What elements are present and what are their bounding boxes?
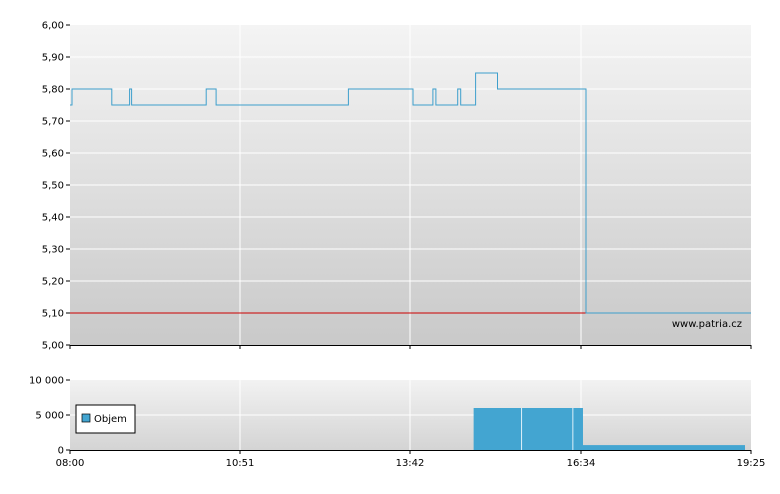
volume-y-axis: 10 000 5 000 0: [29, 376, 70, 457]
x-tick-label: 13:42: [396, 458, 425, 469]
volume-bars: [473, 408, 745, 450]
volume-y-tick-label: 0: [58, 446, 64, 457]
price-y-axis: 6,00 5,90 5,80 5,70 5,60 5,50 5,40 5,30 5,20 5,10…: [42, 21, 70, 352]
legend-box: [75, 404, 136, 434]
x-tick-label: 08:00: [56, 458, 85, 469]
legend-swatch: [81, 413, 91, 423]
x-tick-label: 10:51: [226, 458, 255, 469]
x-axis: 08:00 10:51 13:42 16:34 19:25: [56, 450, 766, 469]
price-y-tick-label: 5,20: [42, 277, 64, 288]
price-y-tick-label: 5,10: [42, 309, 64, 320]
legend-label: Objem: [94, 414, 127, 425]
volume-bar: [473, 408, 583, 450]
price-y-tick-label: 5,60: [42, 149, 64, 160]
volume-legend: Objem: [75, 404, 136, 434]
price-series-line: [70, 72, 751, 314]
price-x-tick-marks: [69, 345, 752, 349]
watermark: www.patria.cz: [672, 319, 742, 330]
price-y-tick-label: 6,00: [42, 21, 64, 32]
price-y-tick-label: 5,30: [42, 245, 64, 256]
volume-y-tick-label: 10 000: [29, 376, 64, 387]
price-y-tick-label: 5,90: [42, 53, 64, 64]
price-y-tick-label: 5,40: [42, 213, 64, 224]
volume-bar: [582, 445, 745, 450]
price-y-tick-label: 5,50: [42, 181, 64, 192]
price-y-tick-label: 5,70: [42, 117, 64, 128]
volume-y-tick-label: 5 000: [35, 411, 64, 422]
price-y-tick-label: 5,80: [42, 85, 64, 96]
x-tick-label: 19:25: [737, 458, 766, 469]
price-y-tick-label: 5,00: [42, 341, 64, 352]
x-tick-label: 16:34: [567, 458, 596, 469]
